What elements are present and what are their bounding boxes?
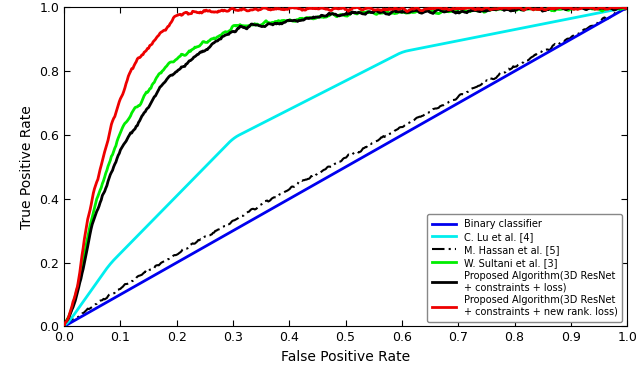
M. Hassan et al. [5] bbox=[328, 164, 335, 169]
Proposed Algorithm(3D ResNet
+ constraints + new rank. loss) bbox=[331, 6, 339, 10]
Y-axis label: True Positive Rate: True Positive Rate bbox=[20, 105, 33, 229]
Proposed Algorithm(3D ResNet
+ constraints + loss) bbox=[365, 9, 372, 14]
Binary classifier bbox=[396, 134, 403, 139]
M. Hassan et al. [5] bbox=[365, 143, 372, 147]
M. Hassan et al. [5] bbox=[623, 5, 631, 10]
Proposed Algorithm(3D ResNet
+ constraints + new rank. loss) bbox=[353, 5, 360, 10]
Binary classifier bbox=[610, 13, 618, 17]
Binary classifier bbox=[60, 324, 68, 329]
C. Lu et al. [4] bbox=[331, 84, 339, 88]
W. Sultani et al. [3] bbox=[610, 6, 618, 10]
Binary classifier bbox=[331, 171, 339, 175]
Line: M. Hassan et al. [5]: M. Hassan et al. [5] bbox=[64, 7, 627, 326]
Binary classifier bbox=[328, 173, 335, 177]
Proposed Algorithm(3D ResNet
+ constraints + new rank. loss) bbox=[611, 6, 619, 10]
M. Hassan et al. [5] bbox=[610, 12, 618, 17]
W. Sultani et al. [3] bbox=[365, 10, 372, 15]
Binary classifier bbox=[623, 5, 631, 10]
Proposed Algorithm(3D ResNet
+ constraints + new rank. loss) bbox=[397, 7, 404, 11]
Line: Proposed Algorithm(3D ResNet
+ constraints + new rank. loss): Proposed Algorithm(3D ResNet + constrain… bbox=[64, 7, 627, 326]
M. Hassan et al. [5] bbox=[60, 324, 68, 329]
Line: Proposed Algorithm(3D ResNet
+ constraints + loss): Proposed Algorithm(3D ResNet + constrain… bbox=[64, 7, 627, 326]
W. Sultani et al. [3] bbox=[522, 6, 529, 11]
W. Sultani et al. [3] bbox=[328, 12, 335, 16]
Binary classifier bbox=[522, 63, 529, 67]
Proposed Algorithm(3D ResNet
+ constraints + loss) bbox=[522, 7, 529, 11]
Proposed Algorithm(3D ResNet
+ constraints + new rank. loss) bbox=[60, 324, 68, 329]
X-axis label: False Positive Rate: False Positive Rate bbox=[281, 350, 410, 364]
W. Sultani et al. [3] bbox=[623, 5, 631, 10]
M. Hassan et al. [5] bbox=[396, 125, 403, 130]
C. Lu et al. [4] bbox=[623, 5, 631, 10]
M. Hassan et al. [5] bbox=[331, 161, 339, 166]
Proposed Algorithm(3D ResNet
+ constraints + loss) bbox=[328, 12, 335, 16]
C. Lu et al. [4] bbox=[610, 8, 618, 12]
C. Lu et al. [4] bbox=[396, 51, 403, 56]
Line: Binary classifier: Binary classifier bbox=[64, 7, 627, 326]
Proposed Algorithm(3D ResNet
+ constraints + loss) bbox=[396, 10, 403, 14]
Line: C. Lu et al. [4]: C. Lu et al. [4] bbox=[64, 7, 627, 326]
Proposed Algorithm(3D ResNet
+ constraints + loss) bbox=[331, 12, 339, 16]
C. Lu et al. [4] bbox=[365, 67, 372, 71]
Line: W. Sultani et al. [3]: W. Sultani et al. [3] bbox=[64, 7, 627, 326]
Proposed Algorithm(3D ResNet
+ constraints + loss) bbox=[623, 5, 631, 10]
M. Hassan et al. [5] bbox=[522, 58, 529, 62]
C. Lu et al. [4] bbox=[60, 324, 68, 329]
Legend: Binary classifier, C. Lu et al. [4], M. Hassan et al. [5], W. Sultani et al. [3]: Binary classifier, C. Lu et al. [4], M. … bbox=[427, 214, 622, 322]
W. Sultani et al. [3] bbox=[396, 10, 403, 14]
Proposed Algorithm(3D ResNet
+ constraints + loss) bbox=[60, 324, 68, 329]
W. Sultani et al. [3] bbox=[60, 324, 68, 329]
C. Lu et al. [4] bbox=[328, 86, 335, 90]
Proposed Algorithm(3D ResNet
+ constraints + new rank. loss) bbox=[328, 8, 335, 13]
Binary classifier bbox=[365, 152, 372, 156]
C. Lu et al. [4] bbox=[522, 25, 529, 30]
W. Sultani et al. [3] bbox=[331, 13, 339, 17]
Proposed Algorithm(3D ResNet
+ constraints + new rank. loss) bbox=[623, 5, 631, 10]
Proposed Algorithm(3D ResNet
+ constraints + loss) bbox=[610, 8, 618, 12]
Proposed Algorithm(3D ResNet
+ constraints + new rank. loss) bbox=[523, 6, 531, 10]
Proposed Algorithm(3D ResNet
+ constraints + loss) bbox=[619, 5, 627, 10]
Proposed Algorithm(3D ResNet
+ constraints + new rank. loss) bbox=[366, 6, 374, 10]
